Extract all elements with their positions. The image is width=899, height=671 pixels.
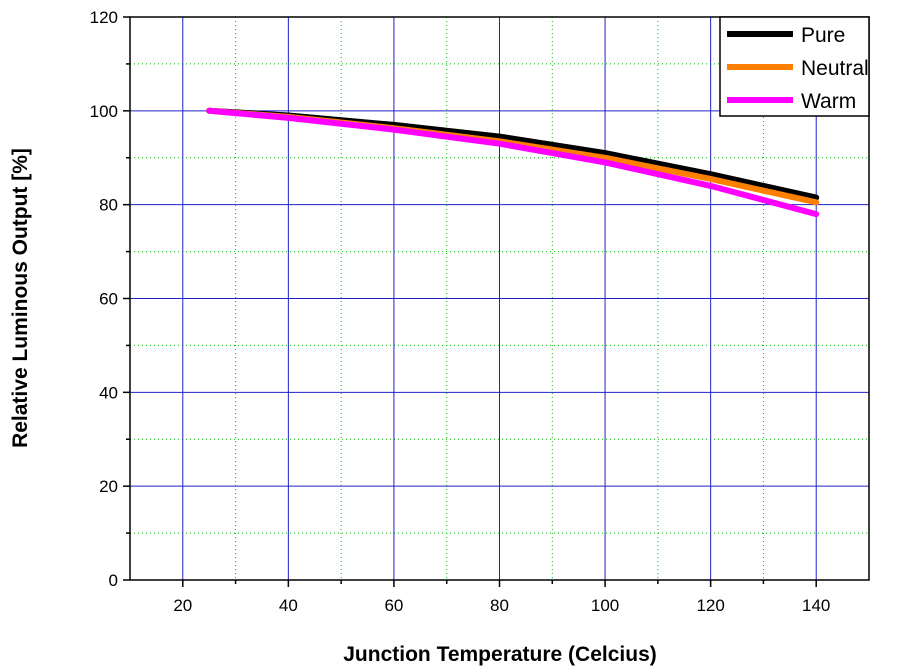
y-axis-title: Relative Luminous Output [%] (9, 148, 32, 448)
y-tick-label: 0 (109, 571, 118, 590)
y-tick-label: 100 (90, 102, 118, 121)
grid (130, 17, 869, 580)
y-tick-label: 120 (90, 8, 118, 27)
x-tick-labels: 20 40 60 80 100 120 140 (173, 596, 830, 615)
axis-ticks (123, 16, 817, 587)
y-tick-label: 80 (99, 196, 118, 215)
x-tick-label: 60 (384, 596, 403, 615)
x-tick-label: 140 (802, 596, 830, 615)
legend-label-warm: Warm (801, 90, 856, 113)
legend: Pure Neutral Warm (719, 16, 870, 117)
x-tick-label: 100 (591, 596, 619, 615)
y-tick-label: 40 (99, 383, 118, 402)
x-tick-label: 80 (490, 596, 509, 615)
y-tick-label: 20 (99, 477, 118, 496)
legend-label-neutral: Neutral (801, 57, 869, 80)
y-tick-labels: 0 20 40 60 80 100 120 (90, 8, 118, 590)
x-tick-label: 40 (279, 596, 298, 615)
y-tick-label: 60 (99, 290, 118, 309)
x-axis-title: Junction Temperature (Celcius) (343, 643, 657, 666)
x-tick-label: 20 (173, 596, 192, 615)
x-tick-label: 120 (696, 596, 724, 615)
series-lines (206, 107, 820, 218)
series-line-warm (206, 107, 820, 218)
legend-label-pure: Pure (801, 24, 845, 47)
